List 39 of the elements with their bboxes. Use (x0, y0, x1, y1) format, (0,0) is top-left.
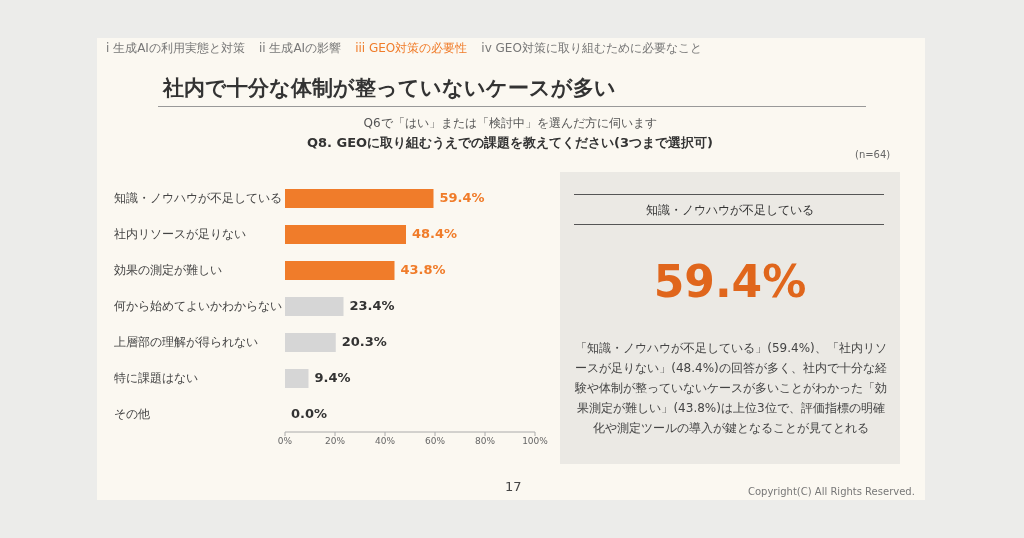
data-label: 48.4% (412, 225, 458, 243)
data-label: 9.4% (314, 369, 351, 387)
text: iv GEO対策に取り組むために必要なこと (481, 40, 702, 57)
bar (285, 369, 309, 388)
data-label: 43.8% (400, 261, 446, 279)
chart-subtitle: Q6で「はい」または「検討中」を選んだ方に伺います (362, 115, 658, 132)
bar (285, 189, 434, 208)
text: i 生成AIの利用実態と対策 (106, 40, 245, 57)
data-label: 0.0% (291, 405, 328, 423)
x-tick-label: 60% (424, 436, 446, 447)
text: 知識・ノウハウが不足している (645, 202, 815, 219)
x-tick-label: 40% (374, 436, 396, 447)
text: ii 生成AIの影響 (258, 40, 342, 57)
data-label: 20.3% (341, 333, 387, 351)
y-tick-label: 効果の測定が難しい (114, 263, 222, 277)
data-label: 23.4% (349, 297, 395, 315)
y-tick-label: 上層部の理解が得られない (114, 335, 258, 349)
y-tick-label: 特に課題はない (114, 371, 198, 385)
y-tick-label: 社内リソースが足りない (114, 227, 246, 241)
text: iii GEO対策の必要性 (355, 40, 468, 57)
text: 社内で十分な体制が整っていないケースが多い (163, 75, 616, 102)
y-tick-label: その他 (114, 407, 150, 421)
text: 「知識・ノウハウが不足している」(59.4%)、「社内リソースが足りない」(48.4%)の回答が多く、社内で十分な経験や体制が整っていないケースが多いことがわかった「効果測定が難しい」(43.8%)は上位3位で、評価指標の明確化や測定ツールの導入が鍵となることが見てとれる (574, 340, 888, 437)
bar (285, 261, 395, 280)
text: 59.4% (652, 256, 808, 307)
bar (285, 297, 344, 316)
bar (285, 225, 406, 244)
text: Copyright(C) All Rights Reserved. (748, 486, 915, 497)
bar (285, 333, 336, 352)
chart-title: Q8. GEOに取り組むうえでの課題を教えてください(3つまで選択可) (305, 134, 715, 152)
x-tick-label: 20% (324, 436, 346, 447)
text: (n=64) (855, 149, 891, 160)
y-tick-label: 何から始めてよいかわからない (114, 299, 282, 313)
data-label: 59.4% (439, 189, 485, 207)
x-tick-label: 80% (474, 436, 496, 447)
text: 17 (505, 479, 522, 494)
x-tick-label: 100% (522, 436, 549, 447)
y-tick-label: 知識・ノウハウが不足している (114, 191, 282, 205)
x-tick-label: 0% (277, 436, 293, 447)
